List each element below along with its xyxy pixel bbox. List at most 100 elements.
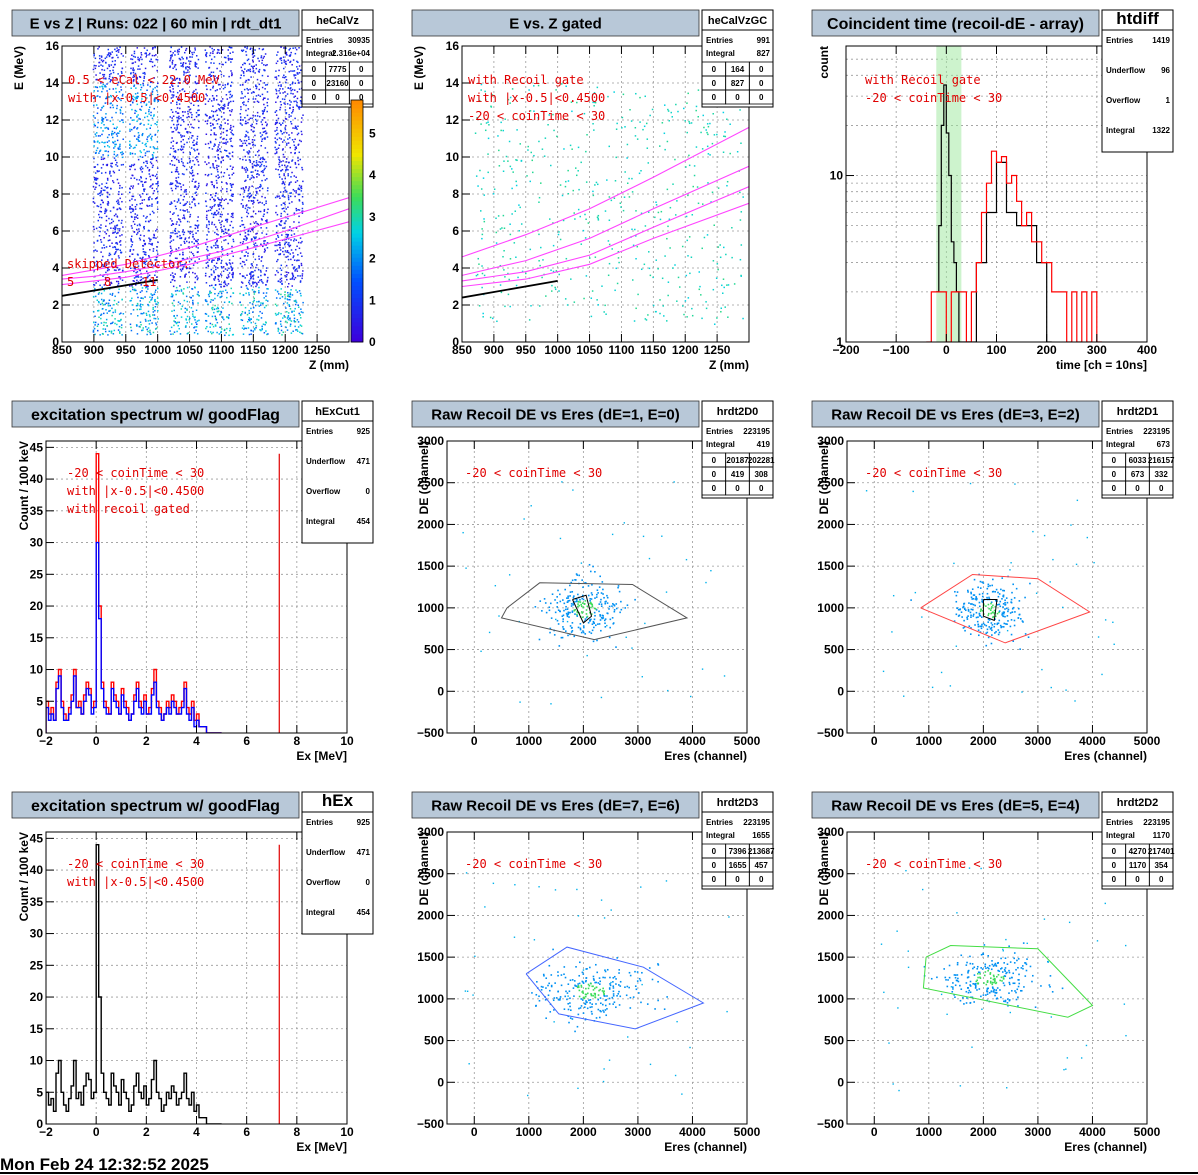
heatmap-cell	[190, 102, 192, 105]
heatmap-cell	[143, 47, 146, 49]
heatmap-cell	[242, 188, 245, 190]
heatmap-cell	[179, 90, 181, 92]
heatmap-cell	[231, 245, 233, 248]
heatmap-cell	[212, 164, 214, 166]
heatmap-cell	[215, 134, 217, 136]
heatmap-cell	[280, 277, 283, 280]
heatmap-cell	[217, 275, 220, 278]
heatmap-cell	[138, 58, 141, 60]
heatmap-cell	[134, 93, 137, 95]
annotation-text: with Recoil gate	[468, 73, 584, 87]
heatmap-cell	[295, 192, 297, 194]
heatmap-cell	[118, 91, 121, 93]
heatmap-cell	[173, 150, 176, 153]
heatmap-cell	[244, 122, 247, 125]
heatmap-cell	[103, 299, 105, 301]
heatmap-cell	[135, 110, 138, 113]
heatmap-cell	[230, 126, 232, 129]
heatmap-cell	[481, 286, 483, 289]
heatmap-cell	[254, 134, 256, 137]
heatmap-cell	[142, 72, 144, 75]
heatmap-cell	[291, 276, 294, 279]
heatmap-cell	[208, 221, 210, 223]
heatmap-cell	[153, 54, 156, 57]
heatmap-cell	[220, 286, 222, 288]
heatmap-cell	[222, 159, 225, 162]
heatmap-cell	[145, 165, 147, 167]
heatmap-cell	[114, 143, 116, 146]
scatter-point	[581, 611, 583, 613]
stats-value: 2.316e+04	[332, 49, 371, 58]
heatmap-cell	[250, 318, 252, 320]
heatmap-cell	[229, 189, 232, 192]
heatmap-cell	[139, 196, 142, 198]
heatmap-cell	[95, 78, 97, 81]
heatmap-cell	[193, 163, 196, 166]
heatmap-cell	[115, 163, 117, 166]
heatmap-cell	[121, 334, 123, 336]
heatmap-cell	[98, 65, 100, 67]
heatmap-cell	[509, 233, 512, 236]
heatmap-cell	[120, 312, 122, 314]
heatmap-cell	[121, 193, 123, 195]
heatmap-cell	[480, 188, 483, 190]
heatmap-cell	[130, 225, 133, 227]
heatmap-cell	[176, 126, 178, 128]
heatmap-cell	[116, 208, 118, 211]
heatmap-cell	[120, 86, 122, 88]
heatmap-cell	[148, 301, 151, 303]
heatmap-cell	[105, 96, 108, 98]
heatmap-cell	[221, 49, 224, 51]
heatmap-cell	[139, 108, 141, 111]
heatmap-cell	[285, 233, 287, 236]
heatmap-cell	[287, 316, 289, 318]
heatmap-cell	[113, 131, 116, 134]
palette-band	[351, 233, 363, 238]
heatmap-cell	[131, 108, 133, 111]
heatmap-cell	[175, 207, 178, 210]
heatmap-cell	[245, 135, 248, 137]
heatmap-cell	[196, 278, 199, 281]
palette-band	[351, 172, 363, 178]
heatmap-cell	[230, 110, 233, 113]
heatmap-cell	[300, 102, 303, 105]
heatmap-cell	[176, 166, 178, 169]
heatmap-cell	[204, 49, 207, 51]
heatmap-cell	[481, 233, 484, 236]
heatmap-cell	[288, 99, 291, 102]
heatmap-cell	[242, 97, 244, 99]
heatmap-cell	[221, 188, 224, 190]
heatmap-cell	[240, 106, 242, 108]
heatmap-cell	[294, 195, 296, 198]
heatmap-cell	[259, 304, 262, 306]
heatmap-cell	[112, 88, 115, 90]
heatmap-cell	[674, 214, 677, 216]
heatmap-cell	[192, 301, 194, 304]
heatmap-cell	[195, 309, 198, 311]
heatmap-cell	[208, 275, 211, 278]
heatmap-cell	[122, 163, 125, 166]
heatmap-cell	[296, 330, 299, 332]
heatmap-cell	[258, 300, 260, 303]
heatmap-cell	[281, 98, 284, 100]
heatmap-cell	[240, 74, 242, 77]
annotation-text: -20 < coinTime < 30	[468, 109, 605, 123]
heatmap-cell	[245, 54, 248, 56]
stats-cell-value: 164	[731, 65, 745, 74]
heatmap-cell	[197, 224, 200, 226]
heatmap-cell	[182, 138, 184, 141]
heatmap-cell	[130, 128, 133, 131]
heatmap-cell	[283, 210, 286, 213]
heatmap-cell	[296, 328, 298, 331]
heatmap-cell	[275, 322, 277, 324]
heatmap-cell	[171, 279, 174, 281]
heatmap-cell	[227, 276, 230, 278]
heatmap-cell	[284, 177, 286, 180]
heatmap-cell	[137, 158, 140, 161]
heatmap-cell	[220, 292, 223, 295]
heatmap-cell	[132, 74, 135, 77]
heatmap-cell	[255, 327, 257, 329]
heatmap-cell	[114, 60, 116, 62]
heatmap-cell	[111, 51, 113, 53]
